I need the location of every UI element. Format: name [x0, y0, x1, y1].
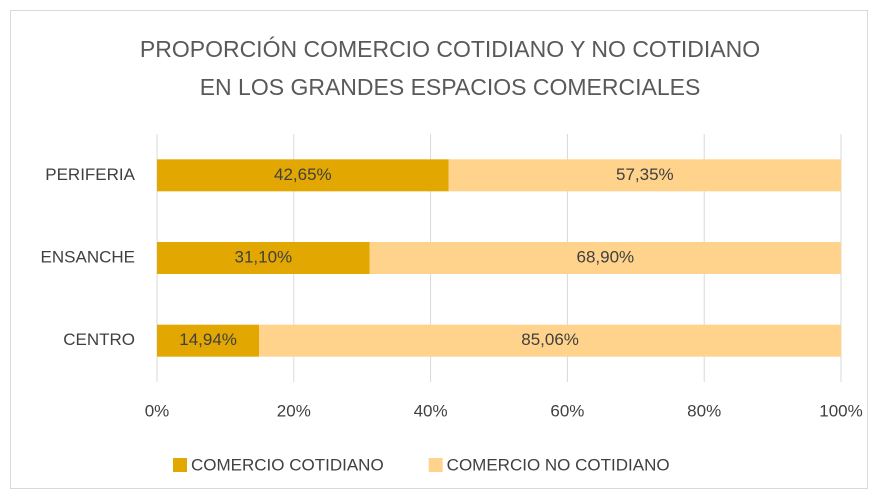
data-label: 85,06%	[521, 330, 579, 349]
y-tick-label: CENTRO	[63, 330, 135, 349]
chart-title: EN LOS GRANDES ESPACIOS COMERCIALES	[200, 74, 701, 100]
x-tick-label: 40%	[414, 401, 448, 420]
data-label: 42,65%	[274, 165, 332, 184]
legend-swatch	[428, 458, 443, 472]
y-tick-label: ENSANCHE	[41, 247, 135, 266]
legend-label: COMERCIO NO COTIDIANO	[447, 455, 670, 474]
bar-segment	[448, 159, 841, 192]
bar-segment	[157, 159, 449, 192]
chart-title: PROPORCIÓN COMERCIO COTIDIANO Y NO COTID…	[140, 36, 760, 62]
x-tick-label: 60%	[550, 401, 584, 420]
x-tick-label: 80%	[687, 401, 721, 420]
bar-segment	[157, 324, 260, 357]
x-tick-label: 20%	[277, 401, 311, 420]
data-label: 31,10%	[235, 247, 293, 266]
legend-label: COMERCIO COTIDIANO	[191, 455, 384, 474]
bar-segment	[369, 242, 841, 274]
data-label: 68,90%	[577, 247, 635, 266]
y-tick-label: PERIFERIA	[45, 165, 135, 184]
legend-swatch	[173, 458, 187, 472]
x-tick-label: 0%	[145, 401, 170, 420]
data-label: 57,35%	[616, 165, 674, 184]
bar-segment	[157, 242, 370, 274]
data-label: 14,94%	[179, 330, 237, 349]
bar-segment	[259, 324, 842, 357]
x-tick-label: 100%	[819, 401, 862, 420]
